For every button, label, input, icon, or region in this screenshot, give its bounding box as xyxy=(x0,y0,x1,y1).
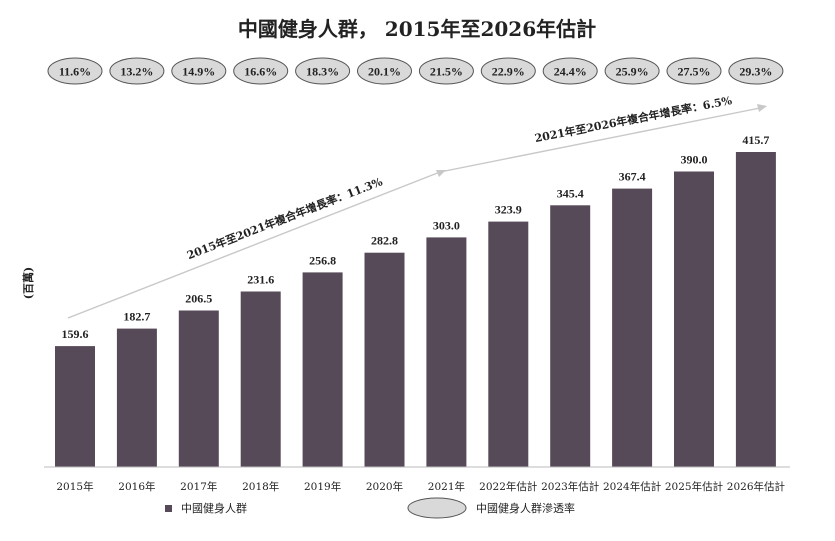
chart-title: 中國健身人群， 2015年至2026年估計 xyxy=(238,17,596,41)
x-tick-label: 2017年 xyxy=(180,480,217,493)
bar-value-label: 256.8 xyxy=(309,253,336,267)
bar-value-labels: 159.6 182.7 206.5 231.6 256.8 282.8 303.0 323.9… xyxy=(62,133,770,341)
penetration-rate-label: 13.2% xyxy=(120,65,153,79)
cagr-arrow-2-head xyxy=(757,104,767,112)
x-axis-tick-labels: 2015年 2016年 2017年 2018年 2019年 2020年 2021年 2022年… xyxy=(56,480,785,493)
penetration-rate-label: 11.6% xyxy=(59,65,91,79)
penetration-rate-ellipse xyxy=(47,57,103,85)
bar-2021年 xyxy=(426,237,467,467)
bar-value-label: 390.0 xyxy=(681,153,708,167)
penetration-rate-label: 24.4% xyxy=(554,65,587,79)
bar-value-label: 415.7 xyxy=(742,133,769,147)
penetration-rate-label: 18.3% xyxy=(306,65,339,79)
x-tick-label: 2024年估計 xyxy=(603,480,662,493)
bar-value-label: 182.7 xyxy=(123,310,150,324)
cagr-label-2015-2021: 2015年至2021年複合年增長率：11.3% xyxy=(185,174,385,262)
penetration-rate-ellipse xyxy=(233,57,289,85)
penetration-rate-label: 22.9% xyxy=(492,65,525,79)
bar-2025年估計 xyxy=(674,171,714,467)
bar-2019年 xyxy=(302,272,343,467)
bar-2022年估計 xyxy=(488,221,529,467)
x-tick-label: 2016年 xyxy=(118,480,155,493)
bar-value-label: 231.6 xyxy=(247,273,274,287)
bar-value-label: 282.8 xyxy=(371,234,398,248)
cagr-arrow-1-line xyxy=(67,171,441,319)
x-tick-label: 2015年 xyxy=(56,480,93,493)
penetration-rate-ellipse xyxy=(542,57,598,85)
penetration-rate-ellipse xyxy=(171,57,227,85)
penetration-rate-ellipse xyxy=(604,57,660,85)
penetration-rate-row: 11.6% 13.2% 14.9% 16.6% 18.3% 20.1% 21.5% 22.9%… xyxy=(47,57,784,85)
bars-group xyxy=(55,152,776,468)
bar-2026年估計 xyxy=(735,152,776,467)
x-tick-label: 2026年估計 xyxy=(727,480,786,493)
penetration-rate-label: 14.9% xyxy=(182,65,215,79)
cagr-arrows xyxy=(67,104,767,319)
cagr-arrow-2-line xyxy=(439,107,761,173)
bar-value-label: 367.4 xyxy=(619,170,646,184)
bar-value-label: 303.0 xyxy=(433,218,460,232)
penetration-rate-label: 25.9% xyxy=(616,65,649,79)
legend: 中國健身人群 中國健身人群滲透率 xyxy=(165,497,575,519)
x-tick-label: 2021年 xyxy=(428,480,465,493)
penetration-rate-label: 29.3% xyxy=(739,65,772,79)
penetration-rate-ellipse xyxy=(666,57,722,85)
penetration-rate-ellipse xyxy=(728,57,784,85)
penetration-rate-ellipse xyxy=(295,57,351,85)
x-tick-label: 2025年估計 xyxy=(665,480,724,493)
bar-2024年估計 xyxy=(612,188,653,467)
bar-value-label: 159.6 xyxy=(62,327,89,341)
penetration-rate-ellipse xyxy=(357,57,412,85)
bar-2016年 xyxy=(116,328,157,467)
penetration-rate-label: 20.1% xyxy=(368,65,401,79)
penetration-rate-ellipse xyxy=(480,57,536,85)
bar-2017年 xyxy=(178,310,219,467)
bar-value-label: 206.5 xyxy=(185,292,212,306)
bar-value-label: 345.4 xyxy=(557,186,584,200)
legend-label-ellipse: 中國健身人群滲透率 xyxy=(476,501,575,515)
legend-swatch-bar xyxy=(165,505,172,512)
x-tick-label: 2018年 xyxy=(242,480,279,493)
penetration-rate-ellipse xyxy=(418,57,474,85)
legend-label-bar: 中國健身人群 xyxy=(181,501,247,515)
y-axis-unit-label: (百萬) xyxy=(21,267,35,299)
penetration-rate-label: 21.5% xyxy=(430,65,463,79)
bar-2015年 xyxy=(55,346,95,467)
bar-2020年 xyxy=(364,252,405,467)
penetration-rate-label: 27.5% xyxy=(678,65,711,79)
bar-value-label: 323.9 xyxy=(495,203,522,217)
bar-2018年 xyxy=(240,291,281,467)
x-tick-label: 2023年估計 xyxy=(541,480,600,493)
bar-2023年估計 xyxy=(550,205,591,468)
x-tick-label: 2020年 xyxy=(366,480,403,493)
x-tick-label: 2019年 xyxy=(304,480,341,493)
legend-swatch-ellipse xyxy=(407,497,467,519)
x-tick-label: 2022年估計 xyxy=(479,480,538,493)
penetration-rate-label: 16.6% xyxy=(244,65,277,79)
penetration-rate-ellipse xyxy=(109,57,165,85)
